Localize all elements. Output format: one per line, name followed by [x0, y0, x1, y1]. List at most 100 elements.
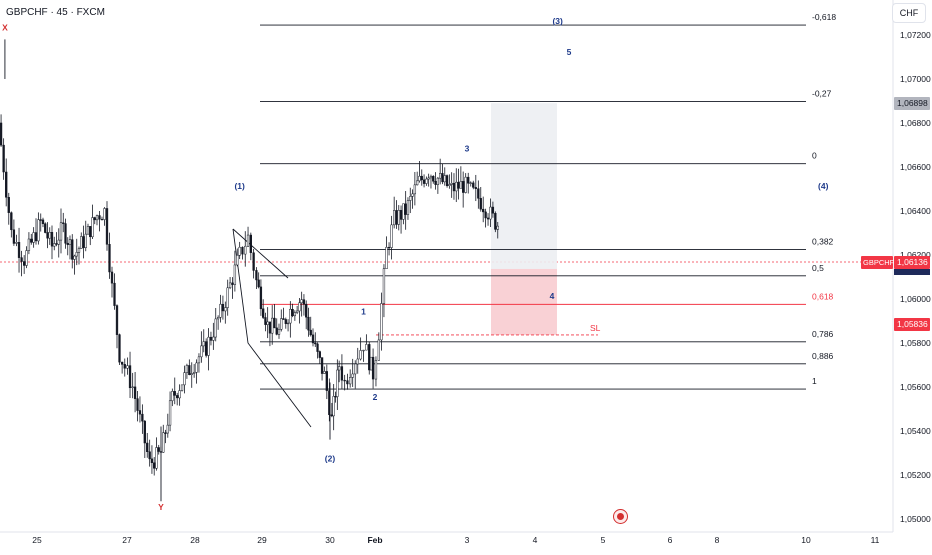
candle-body [259, 286, 263, 310]
candle-body [41, 219, 45, 224]
candle-body [268, 321, 272, 334]
candle [343, 374, 346, 391]
candle-body [330, 414, 333, 417]
candle [259, 279, 263, 316]
candle [385, 236, 388, 269]
candle [450, 172, 453, 198]
candle [180, 384, 184, 392]
candle-body [393, 210, 396, 226]
candle [27, 232, 31, 255]
candle [293, 310, 297, 321]
candle [374, 356, 378, 387]
candle-body [118, 334, 121, 363]
candle-body [316, 343, 319, 352]
candle [459, 166, 463, 189]
candle [382, 264, 386, 318]
candle-body [15, 242, 18, 244]
candle-body [146, 442, 149, 452]
candle-body [432, 176, 435, 182]
candle [318, 350, 321, 364]
candle [393, 196, 396, 229]
candle [464, 173, 467, 194]
candle [448, 174, 451, 189]
candle-body [100, 218, 104, 221]
candle [141, 404, 144, 434]
candle [434, 172, 437, 190]
candle [103, 207, 106, 226]
candle [271, 305, 274, 345]
candle [365, 334, 368, 351]
candle [207, 328, 210, 371]
candle-body [402, 203, 405, 220]
candle [284, 317, 287, 329]
candle [286, 319, 290, 332]
candle [273, 304, 276, 329]
candle-body [374, 360, 378, 380]
candle [162, 424, 165, 453]
candle-body [489, 206, 492, 220]
candle-body [141, 413, 144, 422]
candle-body [311, 334, 315, 344]
candle [336, 359, 339, 410]
candle [200, 331, 203, 363]
candle-body [68, 239, 72, 245]
candle-body [338, 366, 341, 371]
currency-button[interactable]: CHF [892, 3, 926, 23]
candle-body [231, 282, 234, 285]
candle-body [32, 232, 35, 243]
candle-body [395, 210, 398, 225]
candle [338, 360, 341, 383]
candle [474, 174, 477, 202]
candle-body [318, 351, 321, 358]
candle-body [371, 356, 375, 380]
candle-body [298, 302, 301, 312]
candle [5, 158, 8, 207]
candle [422, 174, 426, 188]
x-tick-label: 27 [122, 535, 132, 545]
candle-body [334, 396, 337, 398]
candle [153, 457, 156, 476]
candle [340, 354, 344, 390]
candle [126, 357, 129, 375]
candle [171, 388, 174, 407]
y-tick-label: 1,05400 [900, 426, 931, 436]
candle [402, 203, 405, 225]
candle [209, 331, 213, 346]
candle-body [190, 373, 193, 375]
fib-level-label: 0,5 [812, 263, 824, 273]
candle [64, 218, 67, 249]
candle-body [185, 365, 189, 373]
wave-label: (1) [234, 181, 245, 191]
candle-body [277, 329, 281, 335]
candle [351, 358, 354, 387]
candle [291, 303, 294, 318]
candle-body [108, 244, 111, 273]
fib-level-label: -0,618 [812, 12, 836, 22]
candle [359, 337, 362, 361]
candle-body [241, 246, 244, 255]
candle [37, 212, 40, 245]
x-tick-label: 8 [715, 535, 720, 545]
candle-body [252, 252, 255, 271]
candle [455, 168, 458, 203]
candle [300, 291, 303, 317]
candle-body [82, 236, 85, 248]
candle-body [293, 312, 297, 317]
economic-event-icon[interactable] [613, 509, 628, 524]
candle [441, 163, 444, 185]
candle-body [486, 217, 490, 220]
candle [477, 180, 480, 209]
candle [399, 205, 403, 234]
x-tick-label: 3 [465, 535, 470, 545]
candle [15, 234, 18, 247]
candle [32, 227, 35, 248]
candle [332, 384, 335, 431]
candle-body [30, 238, 33, 243]
event-dot [617, 513, 624, 520]
candle [44, 222, 47, 234]
candle-body [80, 236, 83, 249]
candle [48, 227, 51, 245]
candle [244, 231, 247, 267]
